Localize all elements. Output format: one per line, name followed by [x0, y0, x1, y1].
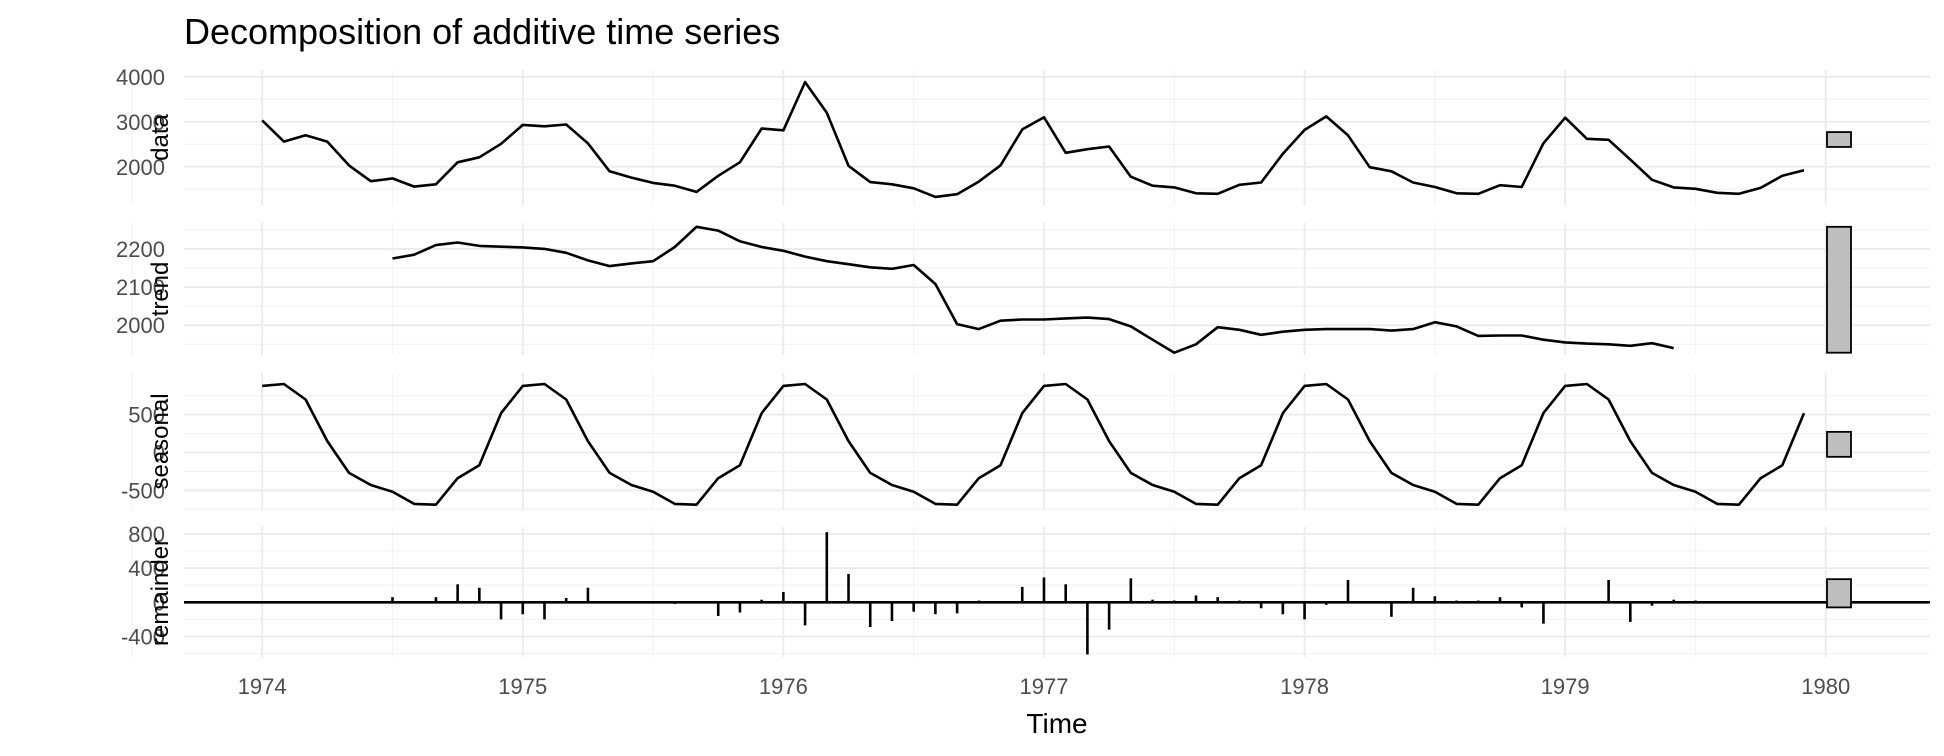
x-tick-label: 1976 [759, 674, 808, 699]
range-bar-remainder [1826, 578, 1852, 609]
y-tick-label-trend: 2200 [116, 237, 165, 262]
x-tick-label: 1977 [1019, 674, 1068, 699]
x-tick-label: 1979 [1541, 674, 1590, 699]
y-tick-label-seasonal: -500 [121, 478, 165, 503]
y-tick-label-trend: 2100 [116, 275, 165, 300]
y-tick-label-remainder: 800 [128, 522, 165, 547]
range-bar-data [1826, 131, 1852, 148]
y-tick-label-data: 2000 [116, 155, 165, 180]
y-tick-label-remainder: 400 [128, 556, 165, 581]
y-axis-label-remainder: remainder [147, 538, 174, 646]
x-axis-label: Time [1026, 708, 1087, 739]
y-tick-label-trend: 2000 [116, 313, 165, 338]
x-tick-label: 1974 [238, 674, 287, 699]
range-bar-trend [1826, 225, 1852, 354]
y-axis-label-trend: trend [147, 262, 174, 317]
y-axis-label-seasonal: seasonal [147, 393, 174, 489]
y-tick-label-data: 3000 [116, 110, 165, 135]
y-tick-label-remainder: 0 [153, 590, 165, 615]
x-axis: 1974 1975 1976 1977 1978 1979 1980 [238, 674, 1851, 699]
y-tick-label-seasonal: 0 [153, 440, 165, 465]
y-tick-label-seasonal: 500 [128, 403, 165, 428]
x-tick-label: 1975 [498, 674, 547, 699]
x-tick-label: 1980 [1801, 674, 1850, 699]
range-bar-seasonal [1826, 430, 1852, 458]
y-tick-label-remainder: -400 [121, 624, 165, 649]
panels: 200030004000data200021002200trend-500050… [116, 65, 1930, 657]
y-tick-label-data: 4000 [116, 65, 165, 90]
series-line-trend [392, 225, 1674, 355]
chart-title: Decomposition of additive time series [184, 11, 780, 52]
series-line-seasonal [262, 382, 1806, 507]
series-line-data [261, 80, 1805, 199]
panel-data: 2000 3000 4000 data [116, 65, 1930, 205]
y-axis-label-data: data [147, 113, 174, 160]
x-tick-label: 1978 [1280, 674, 1329, 699]
